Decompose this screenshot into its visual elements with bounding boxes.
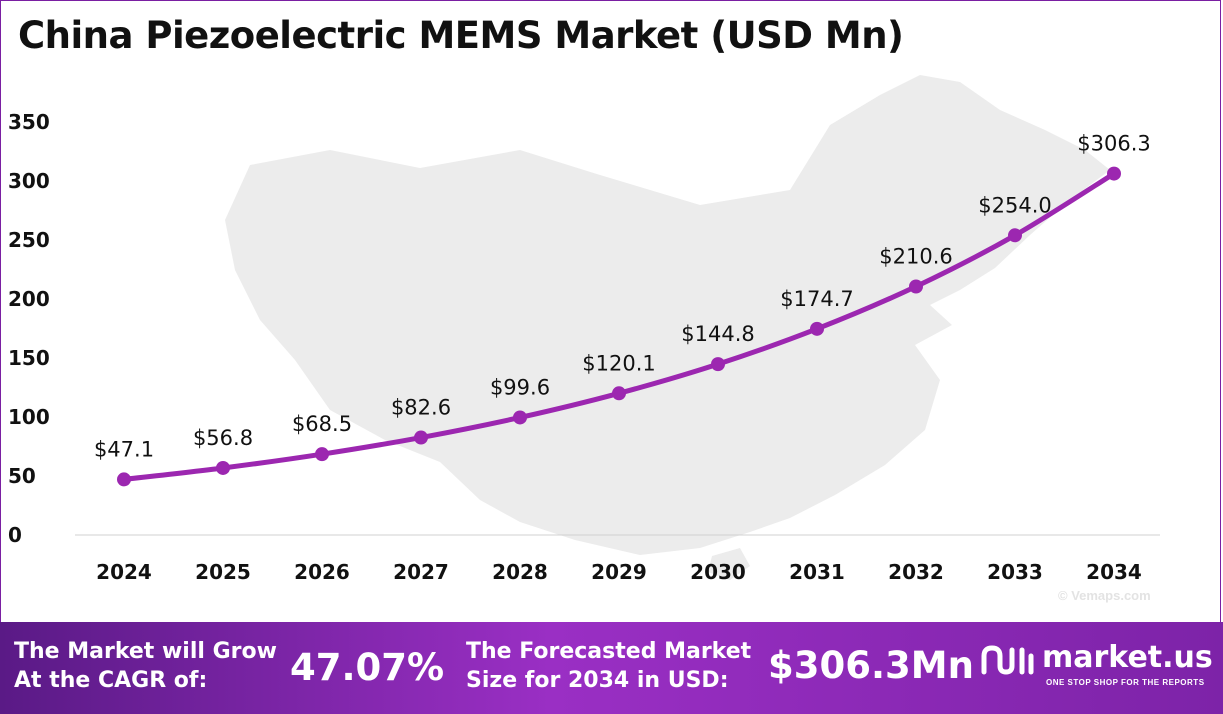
data-label: $306.3 <box>1077 132 1150 156</box>
data-point <box>612 386 626 401</box>
chart-title: China Piezoelectric MEMS Market (USD Mn) <box>18 14 904 57</box>
x-axis: 2024 2025 2026 2027 2028 2029 2030 2031 2032 2033… <box>96 560 1142 584</box>
data-label: $56.8 <box>193 426 253 450</box>
cagr-value: 47.07% <box>290 646 445 689</box>
data-label: $47.1 <box>94 437 154 461</box>
x-tick-label: 2027 <box>393 560 449 584</box>
data-point <box>810 321 824 336</box>
x-tick-label: 2034 <box>1086 560 1142 584</box>
map-watermark: © Vemaps.com <box>1058 588 1151 603</box>
y-tick-label: 200 <box>8 287 50 311</box>
summary-footer: The Market will Grow At the CAGR of: 47.… <box>0 622 1223 714</box>
x-tick-label: 2026 <box>294 560 350 584</box>
x-tick-label: 2033 <box>987 560 1043 584</box>
data-label: $210.6 <box>879 244 952 268</box>
market-us-logo-icon <box>981 645 1034 675</box>
logo-tagline: ONE STOP SHOP FOR THE REPORTS <box>1046 678 1205 687</box>
data-point <box>414 430 428 445</box>
data-point <box>909 279 923 294</box>
y-tick-label: 350 <box>8 110 50 134</box>
forecast-value: $306.3Mn <box>768 644 974 687</box>
cagr-caption-line2: At the CAGR of: <box>14 668 208 693</box>
x-tick-label: 2031 <box>789 560 845 584</box>
data-label: $99.6 <box>490 375 550 399</box>
data-label: $68.5 <box>292 412 352 436</box>
data-point <box>216 460 230 475</box>
data-point <box>711 357 725 372</box>
forecast-caption-line2: Size for 2034 in USD: <box>466 668 729 693</box>
y-tick-label: 100 <box>8 405 50 429</box>
y-tick-label: 150 <box>8 346 50 370</box>
y-tick-label: 300 <box>8 169 50 193</box>
data-labels: $47.1 $56.8 $68.5 $82.6 $99.6 $120.1 $144.8 $17… <box>94 132 1151 462</box>
x-tick-label: 2030 <box>690 560 746 584</box>
data-points <box>117 166 1121 487</box>
data-point <box>117 472 131 487</box>
x-tick-label: 2024 <box>96 560 152 584</box>
y-tick-label: 250 <box>8 228 50 252</box>
x-tick-label: 2029 <box>591 560 647 584</box>
logo-name: market.us <box>1042 640 1213 675</box>
y-axis: 0 50 100 150 200 250 300 350 <box>8 110 50 547</box>
x-tick-label: 2025 <box>195 560 251 584</box>
china-map-silhouette-icon <box>225 75 1110 580</box>
cagr-caption: The Market will Grow At the CAGR of: <box>14 637 277 695</box>
forecast-caption: The Forecasted Market Size for 2034 in U… <box>466 637 751 695</box>
data-label: $82.6 <box>391 396 451 420</box>
data-point <box>315 447 329 462</box>
data-label: $254.0 <box>978 193 1051 217</box>
data-point <box>1008 228 1022 243</box>
data-label: $120.1 <box>582 351 655 375</box>
data-point <box>513 410 527 425</box>
data-label: $144.8 <box>681 322 754 346</box>
y-tick-label: 0 <box>8 523 22 547</box>
y-tick-label: 50 <box>8 464 36 488</box>
x-tick-label: 2032 <box>888 560 944 584</box>
x-tick-label: 2028 <box>492 560 548 584</box>
forecast-caption-line1: The Forecasted Market <box>466 639 752 664</box>
data-point <box>1107 166 1121 181</box>
data-label: $174.7 <box>780 287 853 311</box>
cagr-caption-line1: The Market will Grow <box>14 639 277 664</box>
